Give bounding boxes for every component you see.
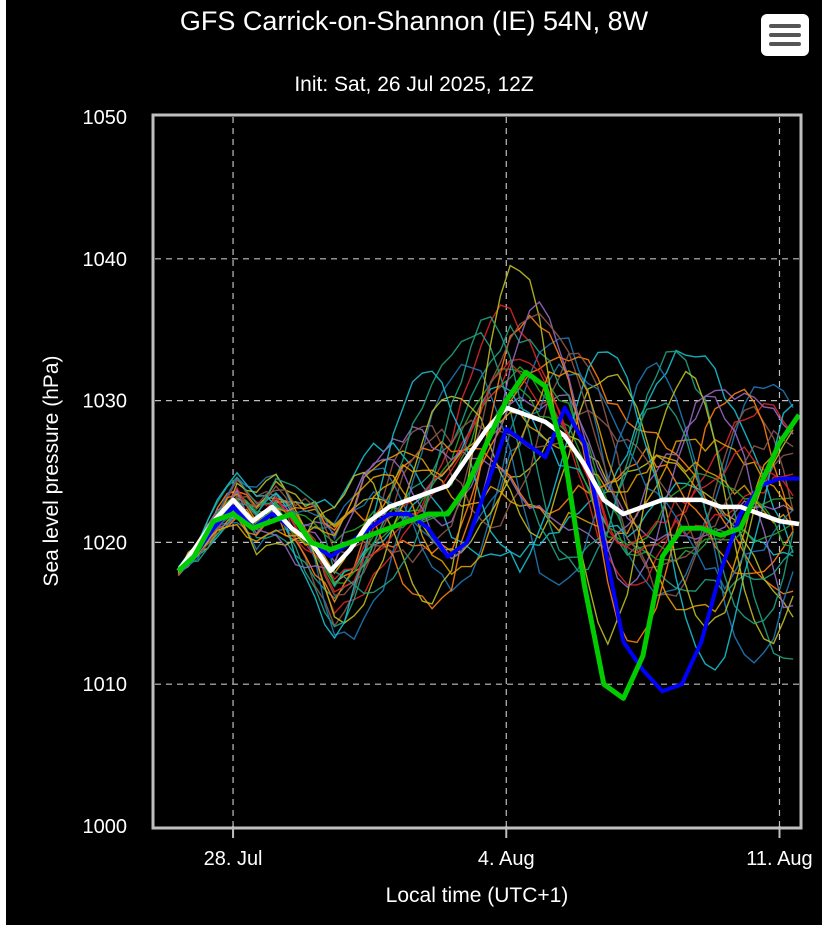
y-tick-label: 1010 (83, 674, 128, 696)
y-tick-label: 1020 (83, 532, 128, 554)
y-tick-label: 1050 (83, 107, 128, 129)
ensemble-member-line (177, 264, 794, 646)
ensemble-member-line (178, 304, 794, 615)
y-axis-label: Sea level pressure (hPa) (40, 355, 63, 586)
x-axis-label: Local time (UTC+1) (386, 884, 569, 907)
ensemble-member-line (177, 316, 794, 625)
ensemble-members (177, 264, 794, 671)
y-tick-label: 1040 (83, 249, 128, 271)
ensemble-member-line (177, 434, 794, 618)
x-axis-ticks: 28. Jul 4. Aug 11. Aug (204, 826, 813, 870)
pressure-chart: GFS Carrick-on-Shannon (IE) 54N, 8W Init… (40, 6, 813, 907)
ensemble-mean-line (176, 405, 800, 574)
ensemble-member-line (177, 356, 794, 595)
ensemble-member-line (177, 300, 794, 609)
ensemble-member-line (177, 324, 794, 600)
operational-line (176, 369, 802, 701)
ensemble-member-line (177, 314, 794, 644)
x-tick-label: 4. Aug (478, 848, 535, 870)
ensemble-member-line (178, 337, 794, 597)
chart-subtitle: Init: Sat, 26 Jul 2025, 12Z (294, 73, 533, 96)
plot-border (151, 113, 803, 830)
ensemble-member-line (177, 312, 794, 577)
x-tick-label: 28. Jul (204, 848, 263, 870)
y-tick-label: 1030 (83, 391, 128, 413)
x-tick-label: 11. Aug (746, 848, 812, 870)
hamburger-menu-icon[interactable] (761, 14, 809, 56)
grid (155, 117, 799, 826)
y-tick-label: 1000 (83, 816, 128, 838)
chart-title: GFS Carrick-on-Shannon (IE) 54N, 8W (180, 6, 649, 36)
y-axis-ticks: 1000 1010 1020 1030 1040 1050 (83, 107, 128, 838)
ensemble-member-line (177, 370, 794, 613)
chart-frame: GFS Carrick-on-Shannon (IE) 54N, 8W Init… (6, 0, 822, 925)
main-lines (176, 369, 802, 701)
ensemble-member-line (177, 358, 794, 593)
